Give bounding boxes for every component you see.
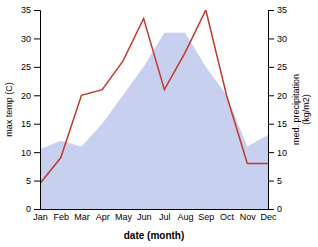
tick: 0 [268,204,282,214]
tick: 10 [21,148,40,158]
tick: 10 [268,148,287,158]
tick: 35 [21,5,40,15]
tick-label: 15 [21,119,31,129]
marks [40,10,268,209]
tick-label: 35 [277,5,287,15]
tick: 15 [268,119,287,129]
tick-mark [268,95,274,96]
tick: 30 [21,34,40,44]
tick-mark [268,152,274,153]
tick-label: 20 [277,91,287,101]
y-axis: 0 5 10 15 20 25 30 35 [21,5,41,214]
tick-label: 5 [26,176,31,186]
tick-mark [34,152,40,153]
y2-axis-title: med. precipitation(kg/m2) [291,74,311,145]
y2-axis-title-line: (kg/m2) [301,94,311,125]
tick: 35 [268,5,287,15]
tick: 25 [268,62,287,72]
tick-mark [268,124,274,125]
tick-mark [34,38,40,39]
tick-label: 0 [277,204,282,214]
tick-label: 30 [21,34,31,44]
tick: May [115,209,133,222]
tick: Jun [137,209,152,222]
tick: Dec [260,209,277,222]
tick: 20 [268,91,287,101]
tick: Jul [159,209,171,222]
tick-label: Jan [33,212,48,222]
tick-label: 35 [21,5,31,15]
tick-label: May [115,212,133,222]
tick-mark [268,38,274,39]
axis-line [41,209,269,210]
tick-label: Sep [198,212,214,222]
tick-label: 0 [26,204,31,214]
tick-mark [268,181,274,182]
x-axis: Jan Feb Mar Apr May Jun Jul Aug Sep Oct NovDec [33,209,277,222]
tick-mark [34,181,40,182]
tick-mark [268,209,274,210]
tick-label: Jul [159,212,171,222]
tick: Jan [33,209,48,222]
tick: 15 [21,119,40,129]
tick-label: Dec [260,212,277,222]
x-axis-title: date (month) [124,230,185,241]
tick-label: Apr [96,212,110,222]
tick-label: Mar [74,212,90,222]
tick-mark [268,67,274,68]
tick: 20 [21,91,40,101]
tick-mark [34,67,40,68]
tick: Apr [96,209,110,222]
y-axis-title: max temp (C) [4,82,14,137]
tick-label: 30 [277,34,287,44]
tick: 0 [26,204,40,214]
tick: 5 [268,176,282,186]
tick-label: Oct [220,212,235,222]
tick-label: 20 [21,91,31,101]
tick-label: 15 [277,119,287,129]
tick: 30 [268,34,287,44]
tick: Nov [240,209,257,222]
tick: Sep [198,209,214,222]
tick: Oct [220,209,235,222]
tick-label: 10 [277,148,287,158]
y2-axis: 0 5 10 15 20 25 30 35 [268,5,287,214]
tick: 25 [21,62,40,72]
tick: Aug [178,209,194,222]
line [40,10,268,183]
tick-label: Jun [137,212,152,222]
tick-label: 10 [21,148,31,158]
tick: 5 [26,176,40,186]
axis-line [34,11,41,210]
tick-mark [34,124,40,125]
plot-area: JanFebMarAprMayJunJulAugSepOctNovDec0510… [4,5,311,241]
tick-label: 5 [277,176,282,186]
tick-label: Nov [240,212,257,222]
tick-mark [268,10,274,11]
tick: Feb [53,209,69,222]
tick-label: 25 [277,62,287,72]
tick-label: Feb [53,212,69,222]
tick-mark [34,10,40,11]
tick: Mar [74,209,90,222]
tick-mark [34,95,40,96]
chart: JanFebMarAprMayJunJulAugSepOctNovDec0510… [0,0,318,247]
y2-axis-title-line: med. precipitation [291,74,301,145]
tick-label: Aug [178,212,194,222]
axis-line [269,11,275,210]
tick-mark [34,209,40,210]
tick-label: 25 [21,62,31,72]
